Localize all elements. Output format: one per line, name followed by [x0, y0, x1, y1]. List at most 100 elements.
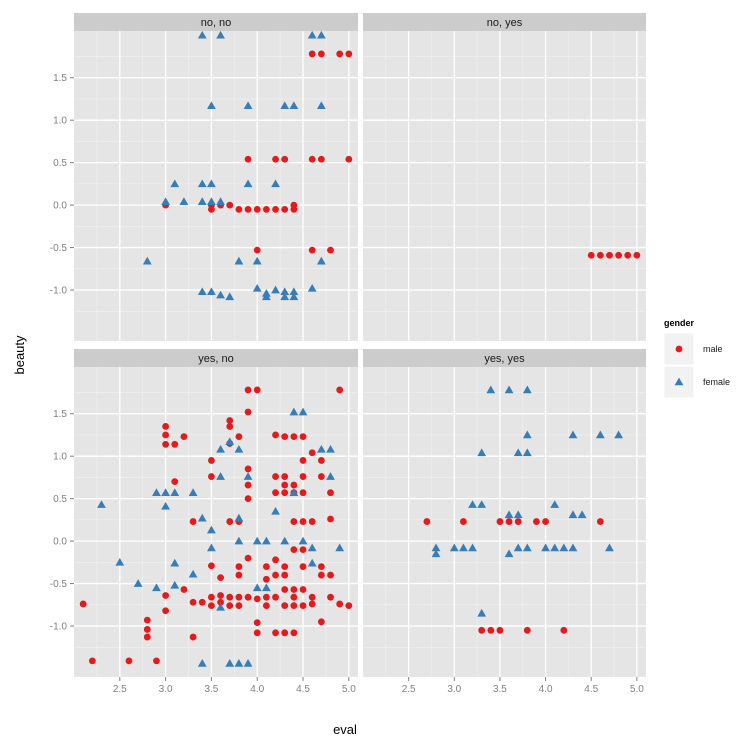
male-point [162, 423, 170, 430]
male-point [560, 626, 568, 634]
female-point [326, 444, 335, 453]
legend: gender male female [663, 318, 730, 399]
male-point [235, 593, 243, 601]
x-tick-label: 2.5 [402, 684, 416, 695]
facet-panel: no, no [74, 13, 358, 341]
female-point [595, 430, 605, 439]
male-point [217, 598, 224, 606]
male-point [235, 433, 243, 441]
male-point [523, 626, 531, 634]
female-point [115, 557, 125, 566]
x-tick-label: 5.0 [630, 684, 644, 695]
male-point [198, 598, 206, 606]
female-point [298, 536, 308, 545]
female-point [216, 602, 225, 611]
axes: 2.5 3.0 3.5 4.0 4.5 5.0 2.5 3.0 3.5 4.0 4.5 5.0 -1.0… [50, 73, 644, 695]
male-point [308, 50, 316, 58]
female-point [252, 536, 262, 545]
male-point [244, 554, 252, 562]
male-point [88, 657, 96, 665]
female-point [170, 580, 180, 589]
female-point [550, 500, 560, 508]
female-point [207, 101, 216, 110]
female-point [207, 179, 216, 188]
female-point [170, 179, 180, 188]
female-point [161, 488, 171, 496]
male-point [505, 518, 513, 525]
male-point [281, 586, 289, 593]
female-point [477, 448, 487, 457]
female-point [170, 558, 180, 567]
female-point [459, 543, 468, 552]
male-point [345, 50, 353, 58]
female-point [513, 448, 523, 457]
male-point [272, 489, 279, 497]
male-point [308, 246, 316, 254]
y-tick-label: -1.0 [50, 622, 68, 633]
female-point [614, 430, 624, 439]
facet-strip-label: yes, no [198, 353, 233, 365]
female-point [316, 444, 326, 453]
female-point [252, 256, 262, 265]
x-tick-label: 3.0 [447, 684, 461, 695]
male-point [290, 593, 298, 601]
male-point [171, 478, 179, 486]
x-tick-label: 3.0 [159, 684, 173, 695]
panel-background [363, 31, 646, 341]
female-point [197, 197, 207, 206]
facet-strip-label: no, no [201, 17, 232, 29]
male-point [272, 571, 279, 579]
female-point [225, 659, 235, 667]
male-point [244, 465, 252, 473]
female-point [207, 197, 216, 206]
female-point [541, 543, 550, 552]
male-point [262, 205, 270, 213]
male-point [290, 518, 298, 525]
female-point [261, 583, 271, 592]
male-point [189, 518, 197, 525]
male-point [253, 246, 261, 254]
male-point [299, 489, 307, 497]
male-point [272, 629, 279, 637]
female-point [568, 543, 578, 552]
male-point [615, 251, 623, 259]
male-point [162, 607, 170, 615]
female-point [504, 549, 514, 558]
male-point [317, 563, 325, 570]
female-point [522, 448, 532, 457]
female-point [522, 543, 532, 552]
male-point [317, 473, 325, 480]
legend-label: female [703, 377, 730, 387]
male-point [208, 562, 215, 570]
female-point [326, 472, 335, 480]
male-point [226, 518, 234, 525]
female-point [559, 543, 569, 552]
male-point [244, 408, 252, 416]
female-point [152, 488, 161, 496]
female-point [504, 510, 514, 519]
female-point [431, 549, 441, 558]
female-point [577, 510, 587, 519]
male-point [226, 417, 234, 424]
male-point [299, 563, 307, 570]
male-point [327, 593, 334, 601]
male-point [244, 481, 252, 489]
male-point [496, 518, 504, 525]
male-point [336, 386, 344, 394]
female-point [289, 287, 299, 296]
female-point [289, 407, 299, 416]
male-point [317, 618, 325, 626]
male-point [633, 251, 641, 259]
female-point [280, 292, 290, 301]
male-point [281, 489, 289, 497]
female-point [568, 430, 578, 439]
female-point [449, 543, 459, 552]
male-point [189, 598, 197, 606]
male-point [281, 433, 289, 441]
female-point [197, 30, 207, 39]
female-point [307, 30, 317, 39]
female-point [161, 501, 171, 510]
male-point [533, 518, 540, 525]
male-point [317, 457, 325, 464]
